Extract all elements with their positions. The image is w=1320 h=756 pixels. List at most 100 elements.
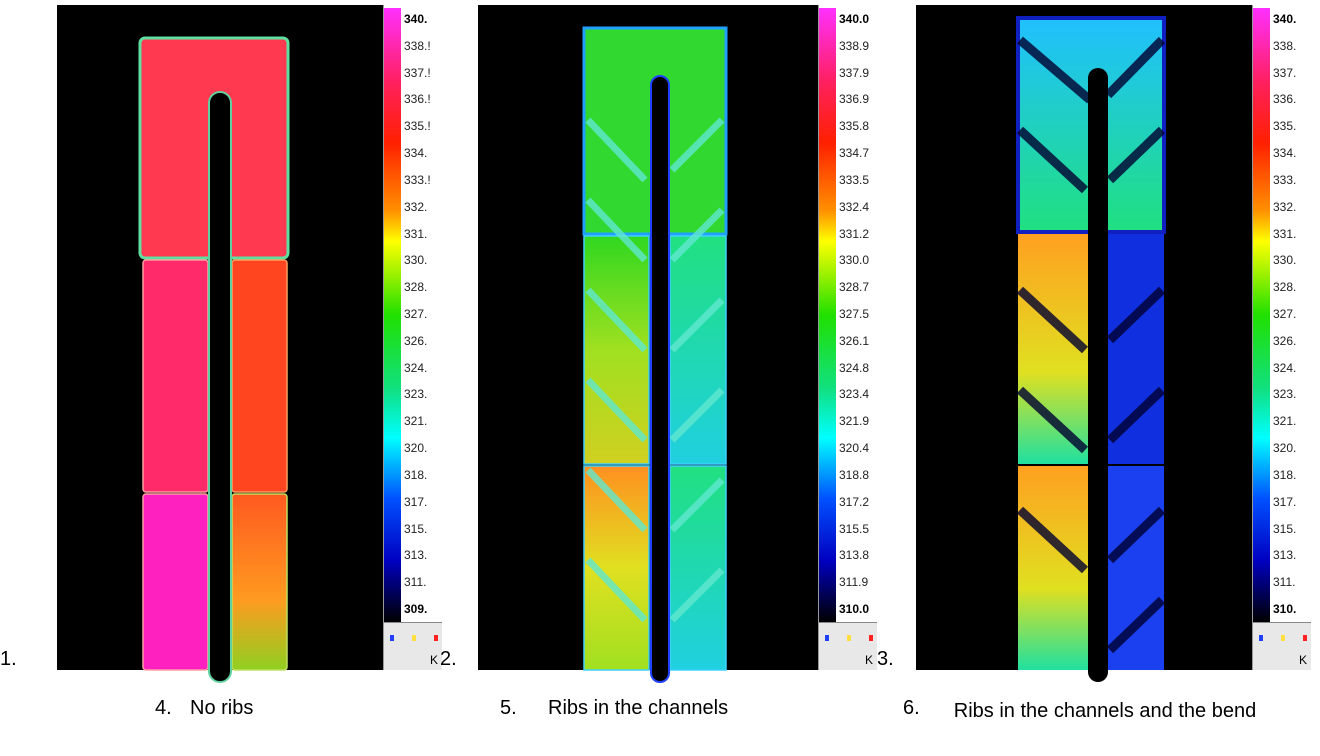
colorbar-gradient — [819, 8, 836, 622]
caption: No ribs — [190, 697, 253, 720]
colorbar-label: 337.! — [404, 66, 431, 80]
colorbar-label: 326. — [404, 334, 427, 348]
colorbar-label: 335. — [1273, 119, 1296, 133]
colorbar-label: 336.9 — [839, 92, 869, 106]
colorbar-label: 326. — [1273, 334, 1296, 348]
colorbar-label: 323.4 — [839, 387, 869, 401]
region — [232, 260, 287, 492]
colorbar-label: 334.7 — [839, 146, 869, 160]
colorbar-label: 313.8 — [839, 548, 869, 562]
colorbar-label: 320. — [1273, 441, 1296, 455]
colorbar-label: 321.9 — [839, 414, 869, 428]
colorbar-label: 340. — [1273, 12, 1296, 26]
colorbar-label: 332. — [404, 200, 427, 214]
colorbar-label: 331. — [404, 227, 427, 241]
colorbar-gradient — [384, 8, 401, 622]
figure-number: 2. — [440, 648, 457, 671]
caption-number: 5. — [500, 697, 517, 720]
unit-label: K — [430, 653, 438, 667]
colorbar-label: 310.0 — [839, 602, 869, 616]
colorbar-label: 333.5 — [839, 173, 869, 187]
colorbar-label: 311.9 — [839, 575, 868, 589]
colorbar-label: 330. — [404, 253, 427, 267]
marker — [412, 635, 416, 641]
colorbar-label: 317. — [1273, 495, 1296, 509]
colorbar-label: 327.5 — [839, 307, 869, 321]
slot — [651, 76, 669, 682]
colorbar-label: 317.2 — [839, 495, 869, 509]
figure-number: 1. — [0, 648, 17, 671]
colorbar-label: 311. — [1273, 575, 1295, 589]
colorbar-label: 310. — [1273, 602, 1296, 616]
colorbar-label: 315. — [1273, 522, 1296, 536]
colorbar-label: 334. — [404, 146, 427, 160]
colorbar-label: 321. — [1273, 414, 1296, 428]
colorbar-label: 326.1 — [839, 334, 869, 348]
caption-number: 4. — [155, 697, 172, 720]
colorbar-label: 340.0 — [839, 12, 869, 26]
colorbar: 340.0 338.9 337.9 336.9 335.8 334.7 333.5 332.4… — [818, 5, 877, 670]
colorbar: 340. 338.! 337.! 336.! 335.! 334. 333.! 332. 331… — [383, 5, 442, 670]
colorbar-label: 318. — [404, 468, 427, 482]
region — [232, 494, 287, 670]
marker — [434, 635, 438, 641]
colorbar-label: 330.0 — [839, 253, 869, 267]
colorbar-label: 340. — [404, 12, 427, 26]
caption: Ribs in the channels and the bend — [932, 697, 1278, 725]
marker — [1281, 635, 1285, 641]
colorbar-label: 318. — [1273, 468, 1296, 482]
colorbar-label: 332. — [1273, 200, 1296, 214]
colorbar-label: 313. — [1273, 548, 1296, 562]
colorbar-label: 338.! — [404, 39, 431, 53]
slot — [1088, 68, 1108, 682]
region — [143, 260, 208, 492]
colorbar-label: 335.! — [404, 119, 431, 133]
colorbar-label: 331. — [1273, 227, 1296, 241]
colorbar-label: 332.4 — [839, 200, 869, 214]
colorbar-label: 315. — [404, 522, 427, 536]
colorbar-label: 331.2 — [839, 227, 869, 241]
colorbar-label: 330. — [1273, 253, 1296, 267]
colorbar-label: 313. — [404, 548, 427, 562]
unit-label: K — [865, 653, 873, 667]
colorbar-gradient — [1253, 8, 1270, 622]
marker — [1303, 635, 1307, 641]
colorbar-label: 309. — [404, 602, 427, 616]
figure-number: 3. — [877, 648, 894, 671]
colorbar-label: 318.8 — [839, 468, 869, 482]
caption: Ribs in the channels — [548, 697, 728, 720]
colorbar-label: 337.9 — [839, 66, 869, 80]
marker — [825, 635, 829, 641]
colorbar-label: 324. — [404, 361, 427, 375]
thermal-images — [0, 0, 1320, 756]
region — [143, 494, 208, 670]
caption-number: 6. — [903, 697, 920, 720]
colorbar-label: 324. — [1273, 361, 1296, 375]
colorbar-label: 323. — [1273, 387, 1296, 401]
colorbar-label: 336. — [1273, 92, 1296, 106]
colorbar-label: 336.! — [404, 92, 431, 106]
colorbar-label: 328. — [404, 280, 427, 294]
colorbar-label: 327. — [404, 307, 427, 321]
colorbar-label: 333.! — [404, 173, 431, 187]
colorbar-label: 338.9 — [839, 39, 869, 53]
colorbar-label: 321. — [404, 414, 427, 428]
colorbar-label: 328. — [1273, 280, 1296, 294]
marker — [869, 635, 873, 641]
colorbar-label: 317. — [404, 495, 427, 509]
colorbar-label: 335.8 — [839, 119, 869, 133]
unit-label: K — [1299, 653, 1307, 667]
colorbar-label: 323. — [404, 387, 427, 401]
page: 4. No ribs 5. Ribs in the channels 6. Ri… — [0, 0, 1320, 756]
colorbar-label: 338. — [1273, 39, 1296, 53]
marker — [1259, 635, 1263, 641]
colorbar-label: 315.5 — [839, 522, 869, 536]
region — [670, 466, 726, 670]
colorbar-label: 320.4 — [839, 441, 869, 455]
colorbar-label: 333. — [1273, 173, 1296, 187]
slot — [209, 92, 231, 682]
colorbar: 340.338.337.336.335.334.333.332.331.330.… — [1252, 5, 1311, 670]
colorbar-label: 334. — [1273, 146, 1296, 160]
marker — [847, 635, 851, 641]
colorbar-label: 324.8 — [839, 361, 869, 375]
